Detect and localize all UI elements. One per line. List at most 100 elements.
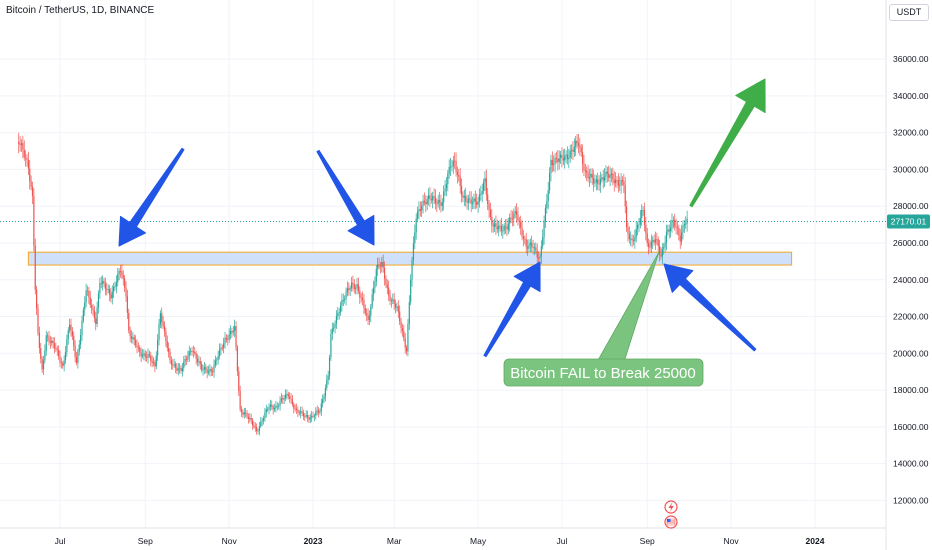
candle-body <box>291 399 294 405</box>
arrow-icon <box>689 78 766 208</box>
candle-body <box>201 363 203 371</box>
candle-body <box>565 154 567 156</box>
candle-body <box>29 168 31 182</box>
candle-body <box>610 173 613 176</box>
candle-body <box>399 311 401 322</box>
candle-body <box>317 410 320 413</box>
candle-body <box>389 295 391 301</box>
candle-body <box>207 371 210 373</box>
candle-body <box>447 173 449 185</box>
candle-body <box>302 412 305 417</box>
candle-body <box>229 330 232 335</box>
candle-body <box>345 292 347 299</box>
candle-body <box>256 427 258 432</box>
candle-body <box>617 180 619 186</box>
candle-body <box>316 410 318 412</box>
candle-body <box>31 186 34 197</box>
candle-body <box>327 375 329 380</box>
candle-body <box>606 171 608 174</box>
candle-body <box>377 264 379 269</box>
candle-body <box>386 284 388 288</box>
candle-body <box>18 141 20 145</box>
candle-body <box>253 425 255 427</box>
candle-body <box>423 200 426 203</box>
candle-body <box>404 338 406 348</box>
candle-body <box>634 237 636 242</box>
candle-body <box>119 270 122 272</box>
candle-body <box>605 171 607 177</box>
candle-body <box>487 194 489 205</box>
candle-body <box>92 307 94 311</box>
candle-body <box>425 202 427 205</box>
candle-body <box>598 183 600 185</box>
candle-body <box>298 412 300 414</box>
candle-body <box>27 159 29 169</box>
candle-body <box>581 152 584 164</box>
candle-body <box>278 405 280 407</box>
candle-body <box>682 225 684 233</box>
candle-body <box>235 326 237 348</box>
candle-body <box>308 417 310 420</box>
candle-body <box>631 238 633 241</box>
candle-body <box>359 290 361 298</box>
candle-body <box>588 177 591 179</box>
candle-body <box>223 343 225 348</box>
candle-body <box>594 182 596 184</box>
candle-body <box>357 284 360 291</box>
candle-body <box>403 331 405 339</box>
y-tick-label: 16000.00 <box>893 422 929 432</box>
candle-body <box>121 271 123 276</box>
candle-body <box>375 268 377 282</box>
candle-body <box>520 221 522 228</box>
y-tick-label: 26000.00 <box>893 238 929 248</box>
candle-body <box>126 296 128 313</box>
candle-body <box>51 340 53 343</box>
candle-body <box>177 368 179 371</box>
candle-body <box>392 299 394 301</box>
candle-body <box>427 195 430 200</box>
candle-body <box>52 340 54 344</box>
candle-body <box>537 257 540 259</box>
candle-body <box>638 224 640 226</box>
candle-body <box>93 310 95 319</box>
candle-body <box>267 409 269 411</box>
x-tick-label: Nov <box>724 536 740 546</box>
candle-body <box>478 194 481 202</box>
candle-body <box>685 223 687 225</box>
candle-body <box>432 196 434 201</box>
candle-body <box>114 286 116 288</box>
candle-body <box>130 336 133 339</box>
candle-body <box>40 348 42 359</box>
candle-body <box>174 363 177 368</box>
candle-body <box>675 226 677 228</box>
candle-body <box>158 324 160 341</box>
candle-body <box>78 344 80 352</box>
currency-button[interactable]: USDT <box>889 4 929 21</box>
y-tick-label: 22000.00 <box>893 312 929 322</box>
candle-body <box>328 357 331 376</box>
candle-body <box>73 335 75 347</box>
callout-text: Bitcoin FAIL to Break 25000 <box>510 365 695 382</box>
candle-body <box>467 198 470 203</box>
candle-body <box>62 363 64 366</box>
candle-body <box>480 194 482 195</box>
candle-body <box>419 209 421 211</box>
candle-body <box>654 239 657 243</box>
candle-body <box>496 227 498 230</box>
candle-body <box>97 293 100 308</box>
candle-body <box>522 236 525 239</box>
candle-body <box>583 163 585 171</box>
candle-body <box>23 149 25 158</box>
candle-body <box>652 240 654 242</box>
candle-body <box>352 282 354 285</box>
candle-body <box>410 279 412 302</box>
candle-body <box>488 204 490 211</box>
candle-body <box>294 408 296 410</box>
candle-body <box>485 178 487 195</box>
candle-body <box>383 267 386 279</box>
candle-body <box>107 288 109 290</box>
candle-body <box>546 201 548 208</box>
candle-body <box>363 300 365 308</box>
x-tick-label: 2024 <box>806 536 825 546</box>
